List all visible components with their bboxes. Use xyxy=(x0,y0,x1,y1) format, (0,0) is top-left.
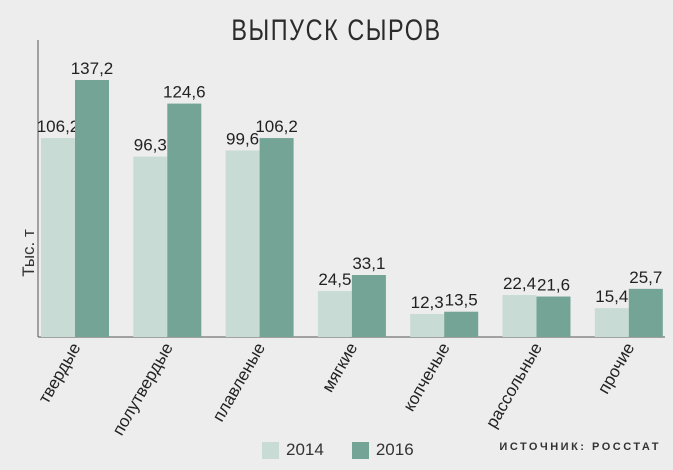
legend-label-2016: 2016 xyxy=(375,440,414,459)
data-label-2016-6: 25,7 xyxy=(629,268,662,287)
data-label-2016-5: 21,6 xyxy=(537,276,570,295)
data-label-2014-2: 99,6 xyxy=(226,129,259,148)
category-label-0: твердые xyxy=(35,340,85,407)
bar-2016-3 xyxy=(351,274,386,337)
bar-2016-2 xyxy=(259,138,294,337)
bar-2016-4 xyxy=(444,311,479,337)
legend-item-2014: 2014 xyxy=(262,440,324,460)
chart-title: ВЫПУСК СЫРОВ xyxy=(231,14,442,47)
legend: 2014 2016 xyxy=(262,440,442,460)
category-label-4: копченые xyxy=(399,340,453,415)
bar-2014-3 xyxy=(317,291,352,337)
category-label-2: плавленые xyxy=(209,340,269,425)
bar-2016-5 xyxy=(536,296,571,337)
data-label-2014-5: 22,4 xyxy=(503,274,536,293)
bar-2014-0 xyxy=(41,138,75,337)
data-label-2014-3: 24,5 xyxy=(318,270,351,289)
category-label-5: рассольные xyxy=(482,340,546,432)
legend-swatch-2016 xyxy=(351,441,369,459)
category-label-3: мягкие xyxy=(318,340,361,396)
bar-2016-1 xyxy=(167,103,202,337)
data-label-2016-4: 13,5 xyxy=(445,291,478,310)
data-label-2016-2: 106,2 xyxy=(255,117,298,136)
legend-swatch-2014 xyxy=(262,441,279,459)
data-label-2014-4: 12,3 xyxy=(411,293,444,312)
category-label-6: прочие xyxy=(594,340,638,398)
bar-2014-6 xyxy=(594,308,629,337)
legend-label-2014: 2014 xyxy=(286,440,324,459)
category-label-1: полутвердые xyxy=(109,340,177,439)
data-label-2014-6: 15,4 xyxy=(595,287,628,306)
bar-2016-0 xyxy=(75,80,109,337)
legend-item-2016: 2016 xyxy=(351,440,414,460)
bar-2014-1 xyxy=(133,156,168,337)
data-label-2016-3: 33,1 xyxy=(352,254,385,273)
data-label-2014-1: 96,3 xyxy=(134,136,167,155)
data-label-2014-0: 106,2 xyxy=(37,117,80,136)
bar-2016-6 xyxy=(628,288,663,337)
bar-2014-5 xyxy=(502,295,537,337)
data-label-2016-0: 137,2 xyxy=(71,59,114,78)
data-label-2016-1: 124,6 xyxy=(163,83,206,102)
bar-2014-4 xyxy=(410,313,445,337)
bar-2014-2 xyxy=(225,150,260,337)
source-note: ИСТОЧНИК: РОССТАТ xyxy=(499,441,661,453)
